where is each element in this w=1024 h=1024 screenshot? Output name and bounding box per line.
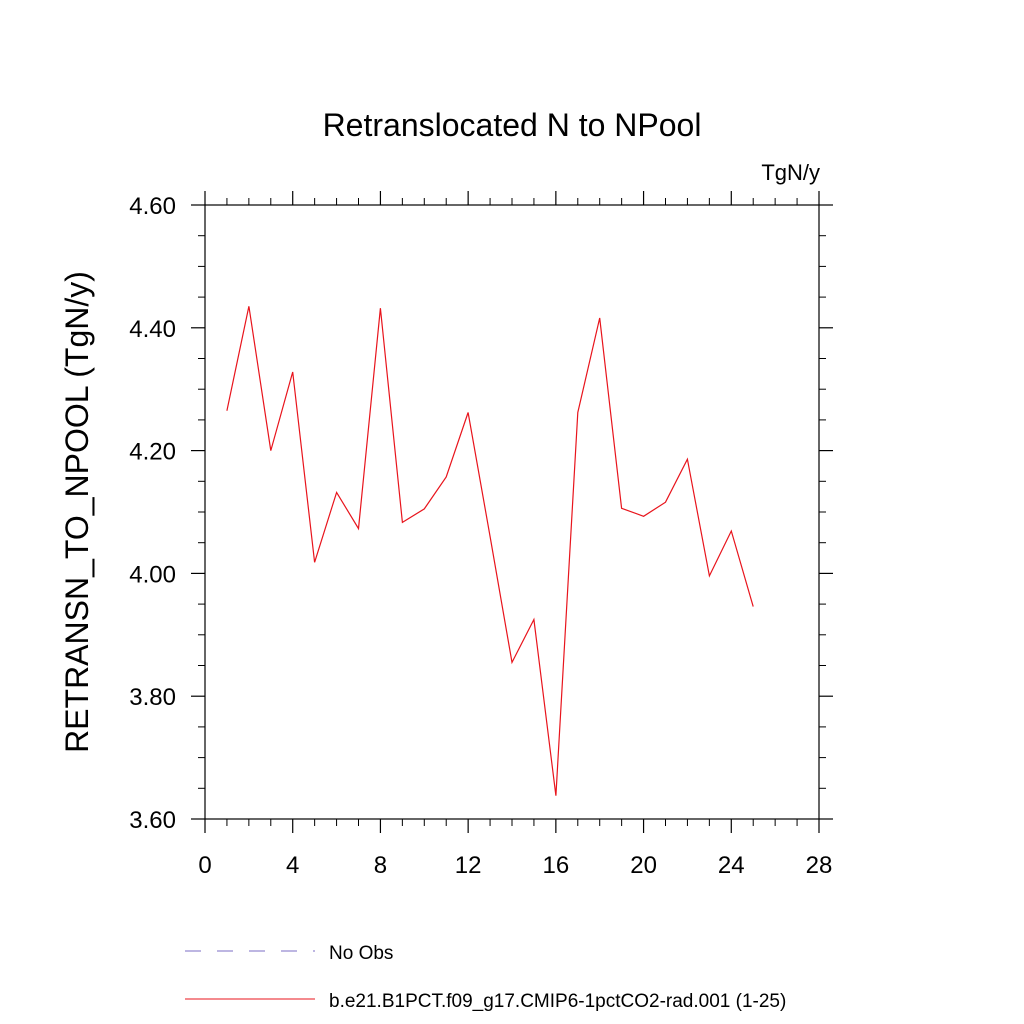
axis-ticks [191, 191, 833, 833]
chart-title: Retranslocated N to NPool [323, 107, 702, 143]
x-tick-label: 20 [630, 852, 657, 879]
x-tick-label: 8 [374, 852, 387, 879]
y-tick-label: 4.40 [129, 316, 176, 343]
y-tick-label: 4.00 [129, 561, 176, 588]
legend: No Obs b.e21.B1PCT.f09_g17.CMIP6-1pctCO2-… [185, 943, 786, 1012]
tick-labels: 0 4 8 12 16 20 24 28 3.60 3.80 4.00 4.20 4.40 4.60 [129, 193, 832, 879]
y-axis-label: RETRANSN_TO_NPOOL (TgN/y) [59, 271, 95, 753]
series-line-1 [226, 306, 754, 796]
legend-label-1: b.e21.B1PCT.f09_g17.CMIP6-1pctCO2-rad.00… [329, 991, 786, 1012]
y-tick-label: 4.60 [129, 193, 176, 220]
x-tick-label: 12 [455, 852, 482, 879]
x-tick-label: 0 [198, 852, 211, 879]
y-tick-label: 3.80 [129, 684, 176, 711]
series-lines [226, 306, 754, 796]
x-tick-label: 28 [806, 852, 833, 879]
plot-frame [204, 204, 820, 820]
x-tick-label: 24 [718, 852, 745, 879]
units-label: TgN/y [761, 160, 820, 185]
y-tick-label: 4.20 [129, 439, 176, 466]
x-tick-label: 4 [286, 852, 299, 879]
legend-label-0: No Obs [329, 943, 393, 964]
x-tick-label: 16 [543, 852, 570, 879]
y-tick-label: 3.60 [129, 807, 176, 834]
